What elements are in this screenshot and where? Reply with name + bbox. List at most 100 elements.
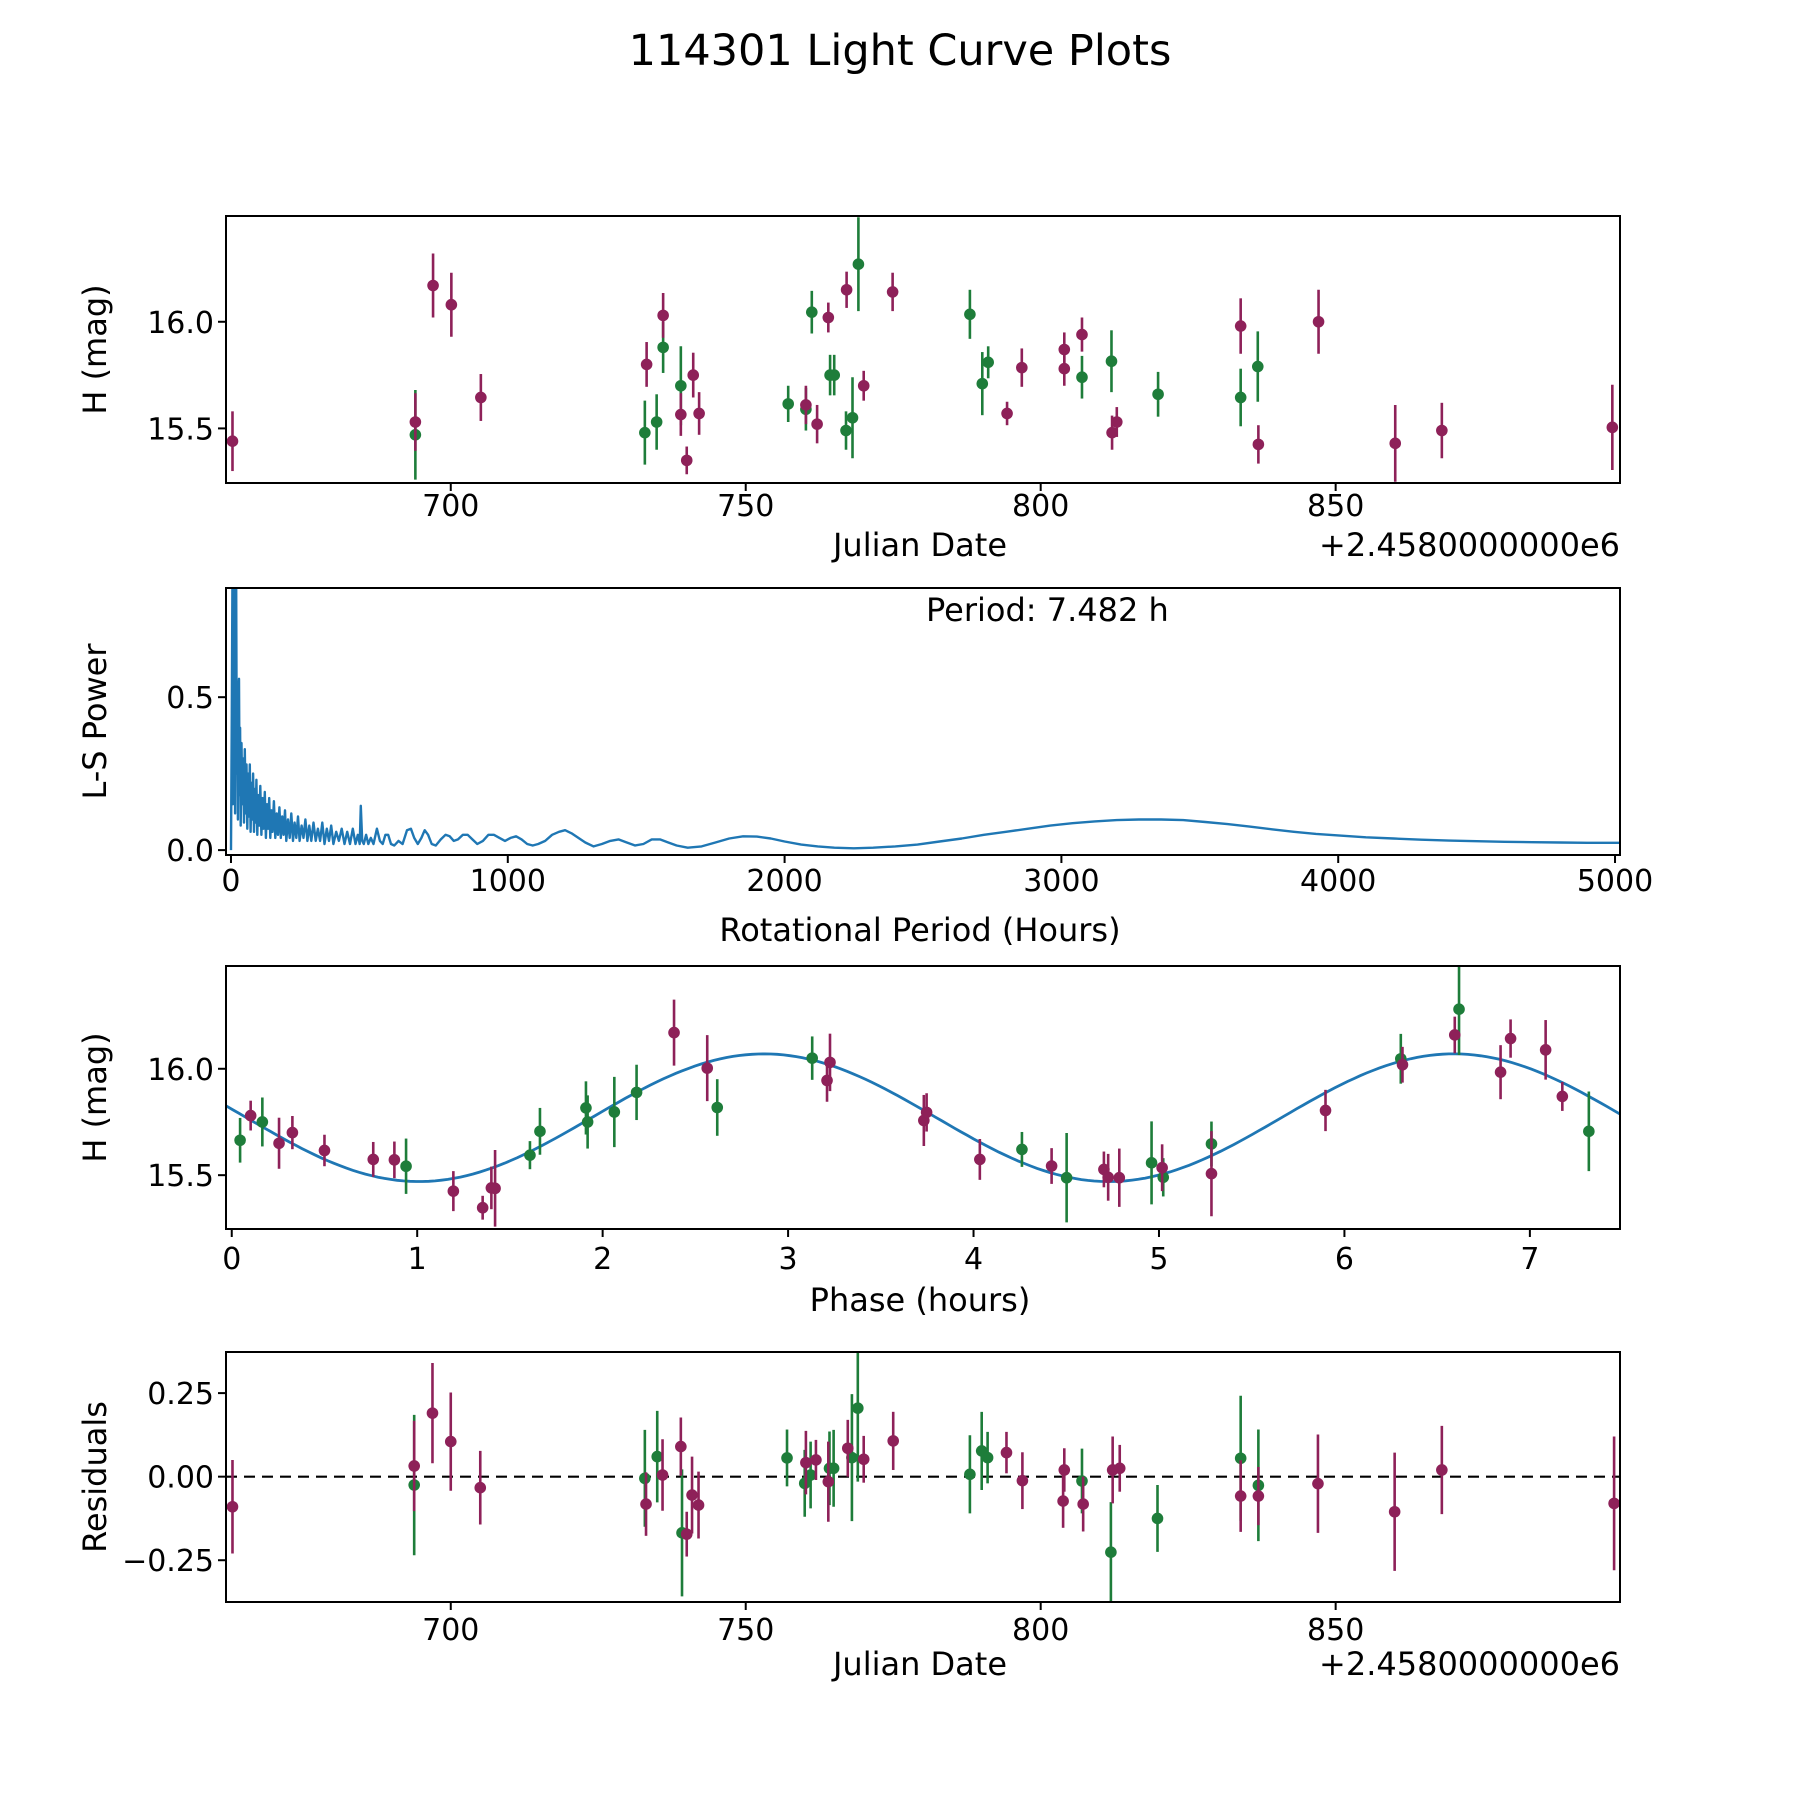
- y-axis-label: Residuals: [76, 1401, 114, 1553]
- lightcurve-frame: [225, 215, 1621, 484]
- session-purple-point: [408, 1460, 420, 1472]
- session-purple-point: [1608, 1497, 1620, 1510]
- session-purple-point: [1312, 315, 1325, 328]
- session-purple-point: [409, 416, 422, 428]
- session-purple-point: [1396, 1058, 1409, 1071]
- x-tick-label: 0: [222, 1242, 241, 1277]
- session-purple-point: [1539, 1044, 1552, 1056]
- session-purple-point: [1388, 1505, 1401, 1518]
- ls-power-curve: [229, 588, 1620, 851]
- session-purple-point: [656, 1469, 669, 1481]
- session-green-point: [806, 1052, 818, 1064]
- session-green-point: [1234, 1452, 1247, 1465]
- session-green-point: [1145, 1157, 1158, 1169]
- session-purple-point: [388, 1154, 401, 1166]
- session-green-point: [234, 1134, 246, 1147]
- session-green-point: [805, 306, 818, 318]
- x-tick-label: 4: [964, 1242, 983, 1277]
- period-annotation: Period: 7.482 h: [926, 591, 1169, 629]
- x-tick-label: 850: [1307, 1613, 1364, 1648]
- session-purple-point: [1016, 361, 1028, 374]
- session-green-point: [1060, 1171, 1073, 1184]
- session-purple-point: [367, 1153, 380, 1166]
- session-green-point: [651, 1450, 664, 1463]
- session-green-point: [524, 1149, 536, 1161]
- session-green-point: [256, 1116, 269, 1128]
- session-purple-point: [840, 283, 853, 296]
- x-tick-label: 750: [717, 489, 774, 524]
- x-axis-label: Julian Date: [831, 1645, 1007, 1683]
- session-green-point: [608, 1106, 621, 1118]
- x-tick-label: 6: [1335, 1242, 1354, 1277]
- x-tick-label: 1: [408, 1242, 427, 1277]
- x-axis-label: Julian Date: [831, 526, 1007, 564]
- session-purple-point: [226, 1500, 239, 1513]
- y-tick-label: 16.0: [147, 1053, 214, 1088]
- session-purple-point: [857, 1453, 870, 1466]
- session-purple-point: [1156, 1161, 1168, 1174]
- session-green-point: [828, 369, 841, 381]
- session-purple-point: [1205, 1167, 1218, 1180]
- session-purple-point: [1058, 362, 1071, 375]
- session-purple-point: [822, 311, 835, 324]
- session-purple-point: [445, 298, 458, 311]
- session-purple-point: [1016, 1474, 1029, 1487]
- session-green-point: [400, 1160, 412, 1173]
- session-purple-point: [1234, 320, 1247, 332]
- figure-title: 114301 Light Curve Plots: [628, 26, 1172, 76]
- session-purple-point: [693, 407, 705, 420]
- session-purple-point: [1234, 1490, 1247, 1502]
- session-green-point: [1151, 1512, 1164, 1525]
- session-purple-point: [1252, 438, 1265, 451]
- session-green-point: [964, 308, 976, 321]
- session-green-point: [781, 1452, 793, 1464]
- session-purple-point: [668, 1026, 680, 1039]
- y-axis-label: H (mag): [76, 1032, 114, 1162]
- x-tick-label: 1000: [470, 864, 546, 899]
- session-green-point: [964, 1468, 976, 1481]
- session-green-point: [1105, 355, 1118, 368]
- session-purple-point: [680, 454, 693, 467]
- y-axis-label: L-S Power: [76, 643, 114, 800]
- session-purple-point: [857, 379, 870, 392]
- y-tick-label: −0.25: [122, 1544, 214, 1579]
- x-axis-label: Phase (hours): [810, 1281, 1031, 1319]
- session-purple-point: [1058, 343, 1071, 356]
- session-purple-point: [1448, 1029, 1461, 1041]
- session-purple-point: [687, 369, 700, 381]
- session-purple-point: [1436, 1464, 1448, 1476]
- session-purple-point: [1319, 1104, 1332, 1117]
- x-tick-label: 3000: [1023, 864, 1099, 899]
- session-purple-point: [447, 1185, 460, 1197]
- session-purple-point: [887, 1435, 900, 1447]
- session-purple-point: [1102, 1171, 1114, 1184]
- session-purple-point: [273, 1137, 285, 1150]
- session-green-point: [827, 1462, 840, 1475]
- session-green-point: [1105, 1546, 1117, 1559]
- session-green-point: [581, 1116, 594, 1128]
- session-purple-point: [286, 1126, 299, 1139]
- session-purple-point: [1110, 416, 1123, 428]
- y-tick-label: 15.5: [147, 1159, 214, 1194]
- session-purple-point: [920, 1106, 933, 1119]
- session-purple-point: [640, 1498, 652, 1510]
- y-tick-label: 0.0: [166, 834, 214, 869]
- axis-offset-label: +2.4580000000e6: [1319, 1645, 1620, 1683]
- y-axis-label: H (mag): [76, 284, 114, 414]
- x-tick-label: 700: [422, 1613, 479, 1648]
- session-purple-point: [1252, 1490, 1265, 1502]
- session-green-point: [804, 1469, 817, 1481]
- session-green-point: [782, 398, 795, 410]
- y-tick-label: 15.5: [147, 412, 214, 447]
- session-purple-point: [1001, 407, 1013, 420]
- session-purple-point: [1312, 1477, 1324, 1490]
- session-green-point: [852, 258, 865, 270]
- session-purple-point: [1113, 1171, 1126, 1184]
- session-purple-point: [1106, 426, 1118, 439]
- session-green-point: [639, 426, 651, 439]
- x-tick-label: 700: [422, 489, 479, 524]
- session-green-point: [1583, 1125, 1595, 1138]
- session-purple-point: [1113, 1462, 1126, 1475]
- x-tick-label: 3: [779, 1242, 798, 1277]
